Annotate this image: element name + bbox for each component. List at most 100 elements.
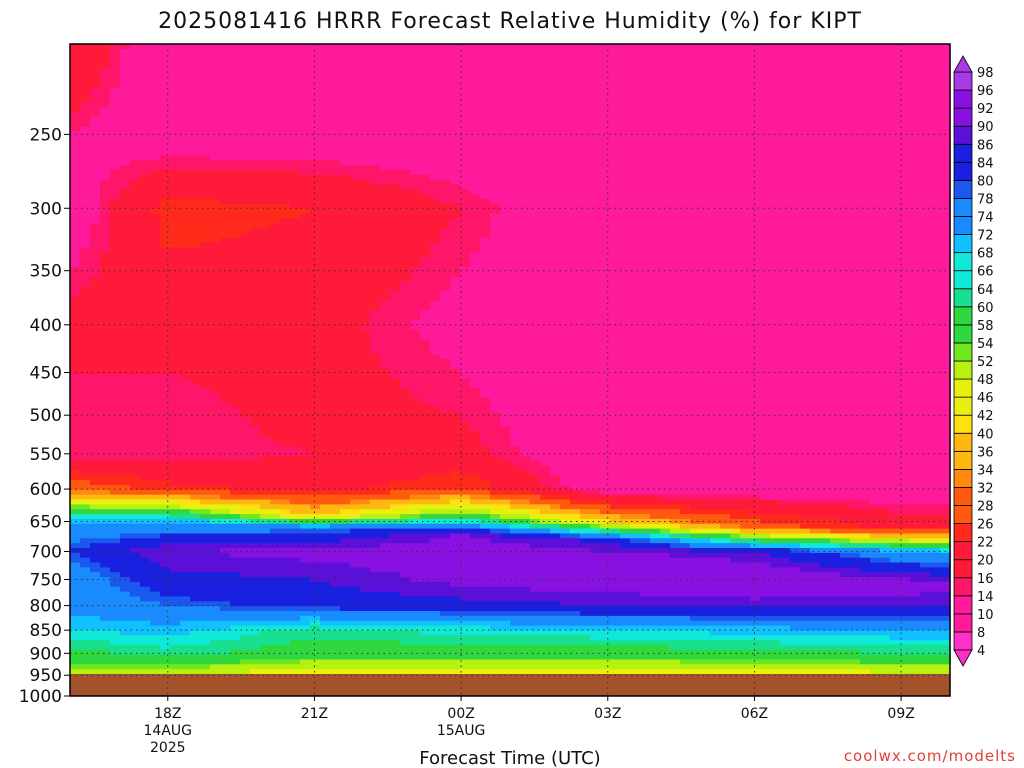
rh-cell <box>200 150 211 157</box>
rh-cell <box>340 611 351 617</box>
rh-cell <box>130 194 141 200</box>
rh-cell <box>130 276 141 283</box>
rh-cell <box>420 344 431 350</box>
rh-cell <box>430 591 441 598</box>
rh-cell <box>300 237 311 244</box>
rh-cell <box>430 126 441 132</box>
rh-cell <box>300 58 311 64</box>
rh-cell <box>130 87 141 94</box>
rh-cell <box>140 136 151 142</box>
rh-cell <box>350 368 361 375</box>
rh-cell <box>360 208 371 215</box>
rh-cell <box>260 116 271 123</box>
rh-cell <box>410 611 421 617</box>
rh-cell <box>90 426 101 433</box>
rh-cell <box>250 111 261 118</box>
rh-cell <box>220 543 231 549</box>
rh-cell <box>140 131 151 137</box>
rh-cell <box>260 518 271 525</box>
rh-cell <box>200 252 211 258</box>
rh-cell <box>110 344 121 350</box>
rh-cell <box>380 97 391 103</box>
rh-cell <box>450 213 461 220</box>
rh-cell <box>310 160 321 166</box>
rh-cell <box>200 368 211 375</box>
rh-cell <box>340 73 351 79</box>
rh-cell <box>200 63 211 69</box>
rh-cell <box>220 218 231 224</box>
rh-cell <box>410 378 421 384</box>
rh-cell <box>120 184 131 190</box>
rh-cell <box>260 242 271 249</box>
rh-cell <box>410 334 421 341</box>
rh-cell <box>210 373 221 379</box>
rh-cell <box>360 489 371 496</box>
rh-cell <box>280 296 291 302</box>
rh-cell <box>180 170 191 176</box>
rh-cell <box>380 611 391 617</box>
rh-cell <box>70 562 81 568</box>
rh-cell <box>430 199 441 205</box>
rh-cell <box>230 441 241 447</box>
rh-cell <box>80 591 91 598</box>
rh-cell <box>280 73 291 79</box>
rh-cell <box>290 291 301 297</box>
rh-cell <box>120 281 131 287</box>
rh-cell <box>430 242 441 249</box>
rh-cell <box>400 383 411 389</box>
rh-cell <box>160 654 171 661</box>
rh-cell <box>70 315 81 321</box>
rh-cell <box>230 567 241 573</box>
rh-cell <box>140 107 151 113</box>
rh-cell <box>210 669 221 675</box>
rh-cell <box>80 465 91 472</box>
rh-cell <box>100 630 111 636</box>
rh-cell <box>170 431 181 438</box>
rh-cell <box>350 165 361 171</box>
rh-cell <box>220 504 231 510</box>
rh-cell <box>350 121 361 127</box>
rh-cell <box>360 441 371 447</box>
rh-cell <box>270 475 281 481</box>
rh-cell <box>420 407 431 413</box>
rh-cell <box>390 548 401 554</box>
rh-cell <box>100 184 111 190</box>
rh-cell <box>90 441 101 447</box>
rh-cell <box>340 640 351 646</box>
rh-cell <box>230 276 241 283</box>
rh-cell <box>80 383 91 389</box>
rh-cell <box>80 247 91 253</box>
rh-cell <box>90 315 101 321</box>
rh-cell <box>450 199 461 205</box>
rh-cell <box>190 170 201 176</box>
rh-cell <box>140 446 151 452</box>
rh-cell <box>140 87 151 94</box>
rh-cell <box>420 237 431 244</box>
rh-cell <box>200 131 211 137</box>
rh-cell <box>170 126 181 132</box>
rh-cell <box>110 373 121 379</box>
rh-cell <box>240 499 251 505</box>
rh-cell <box>240 359 251 365</box>
rh-cell <box>220 514 231 520</box>
rh-cell <box>390 640 401 646</box>
rh-cell <box>100 455 111 462</box>
rh-cell <box>170 107 181 113</box>
rh-cell <box>210 518 221 525</box>
rh-cell <box>150 455 161 462</box>
rh-cell <box>370 446 381 452</box>
rh-cell <box>400 669 411 675</box>
rh-cell <box>190 451 201 457</box>
rh-cell <box>280 591 291 598</box>
rh-cell <box>390 276 401 283</box>
rh-cell <box>410 543 421 549</box>
rh-cell <box>270 489 281 496</box>
rh-cell <box>290 451 301 457</box>
rh-cell <box>450 310 461 316</box>
rh-cell <box>280 247 291 253</box>
rh-cell <box>380 451 391 457</box>
rh-cell <box>130 422 141 428</box>
rh-cell <box>340 44 351 50</box>
rh-cell <box>150 223 161 229</box>
rh-cell <box>190 552 201 559</box>
